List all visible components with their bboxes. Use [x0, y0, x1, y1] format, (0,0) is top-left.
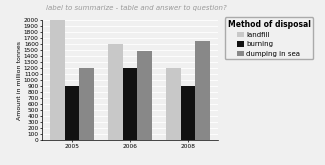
Y-axis label: Amount in million tonnes: Amount in million tonnes — [18, 41, 22, 119]
Bar — [108, 44, 123, 140]
Bar — [181, 86, 195, 140]
Bar — [195, 41, 210, 140]
Bar — [65, 86, 79, 140]
Bar — [137, 51, 152, 140]
Bar — [123, 68, 137, 140]
Legend: landfill, burning, dumping in sea: landfill, burning, dumping in sea — [225, 17, 313, 59]
Bar — [50, 20, 65, 140]
Bar — [166, 68, 181, 140]
Bar — [79, 68, 94, 140]
Text: label to summarize - table and answer to question?: label to summarize - table and answer to… — [46, 5, 227, 11]
